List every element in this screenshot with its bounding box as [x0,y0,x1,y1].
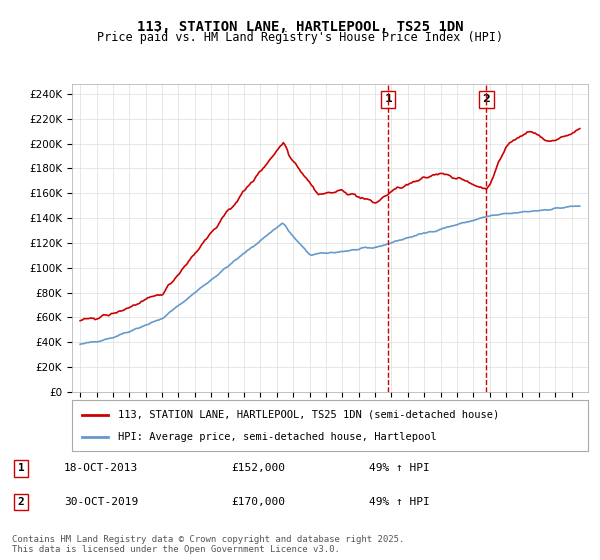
Text: Contains HM Land Registry data © Crown copyright and database right 2025.
This d: Contains HM Land Registry data © Crown c… [12,535,404,554]
Text: 113, STATION LANE, HARTLEPOOL, TS25 1DN (semi-detached house): 113, STATION LANE, HARTLEPOOL, TS25 1DN … [118,409,500,419]
Text: 18-OCT-2013: 18-OCT-2013 [64,463,138,473]
Text: 2: 2 [482,95,490,104]
Text: 2: 2 [18,497,25,507]
Text: Price paid vs. HM Land Registry's House Price Index (HPI): Price paid vs. HM Land Registry's House … [97,31,503,44]
Text: £152,000: £152,000 [231,463,285,473]
Text: 1: 1 [384,95,392,104]
Text: £170,000: £170,000 [231,497,285,507]
Text: 49% ↑ HPI: 49% ↑ HPI [369,463,430,473]
Text: HPI: Average price, semi-detached house, Hartlepool: HPI: Average price, semi-detached house,… [118,432,437,442]
Text: 113, STATION LANE, HARTLEPOOL, TS25 1DN: 113, STATION LANE, HARTLEPOOL, TS25 1DN [137,20,463,34]
Text: 30-OCT-2019: 30-OCT-2019 [64,497,138,507]
Text: 49% ↑ HPI: 49% ↑ HPI [369,497,430,507]
Text: 1: 1 [18,463,25,473]
